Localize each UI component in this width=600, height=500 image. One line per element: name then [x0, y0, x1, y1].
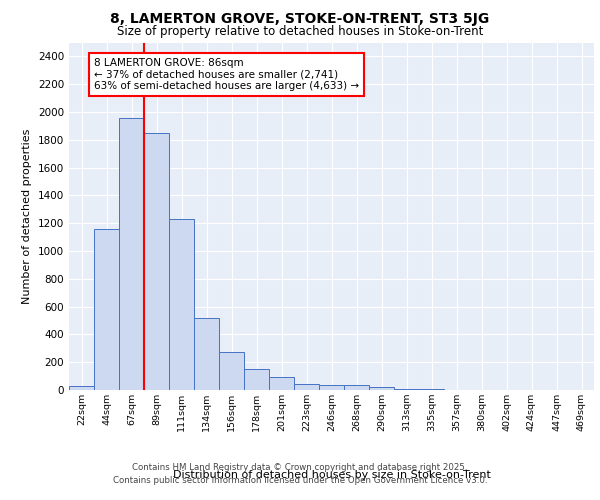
Text: 8 LAMERTON GROVE: 86sqm
← 37% of detached houses are smaller (2,741)
63% of semi: 8 LAMERTON GROVE: 86sqm ← 37% of detache… [94, 58, 359, 91]
X-axis label: Distribution of detached houses by size in Stoke-on-Trent: Distribution of detached houses by size … [173, 470, 490, 480]
Text: Size of property relative to detached houses in Stoke-on-Trent: Size of property relative to detached ho… [117, 25, 483, 38]
Bar [269, 378, 294, 390]
Bar [119, 118, 144, 390]
Y-axis label: Number of detached properties: Number of detached properties [22, 128, 32, 304]
Bar [144, 133, 169, 390]
Text: Contains HM Land Registry data © Crown copyright and database right 2025.: Contains HM Land Registry data © Crown c… [132, 464, 468, 472]
Bar [169, 219, 194, 390]
Bar [394, 388, 419, 390]
Bar [219, 352, 244, 390]
Bar [294, 384, 319, 390]
Bar [244, 369, 269, 390]
Bar [194, 318, 219, 390]
Bar [369, 388, 394, 390]
Bar [319, 385, 344, 390]
Text: 8, LAMERTON GROVE, STOKE-ON-TRENT, ST3 5JG: 8, LAMERTON GROVE, STOKE-ON-TRENT, ST3 5… [110, 12, 490, 26]
Bar [69, 386, 94, 390]
Text: Contains public sector information licensed under the Open Government Licence v3: Contains public sector information licen… [113, 476, 487, 485]
Bar [344, 385, 369, 390]
Bar [94, 229, 119, 390]
